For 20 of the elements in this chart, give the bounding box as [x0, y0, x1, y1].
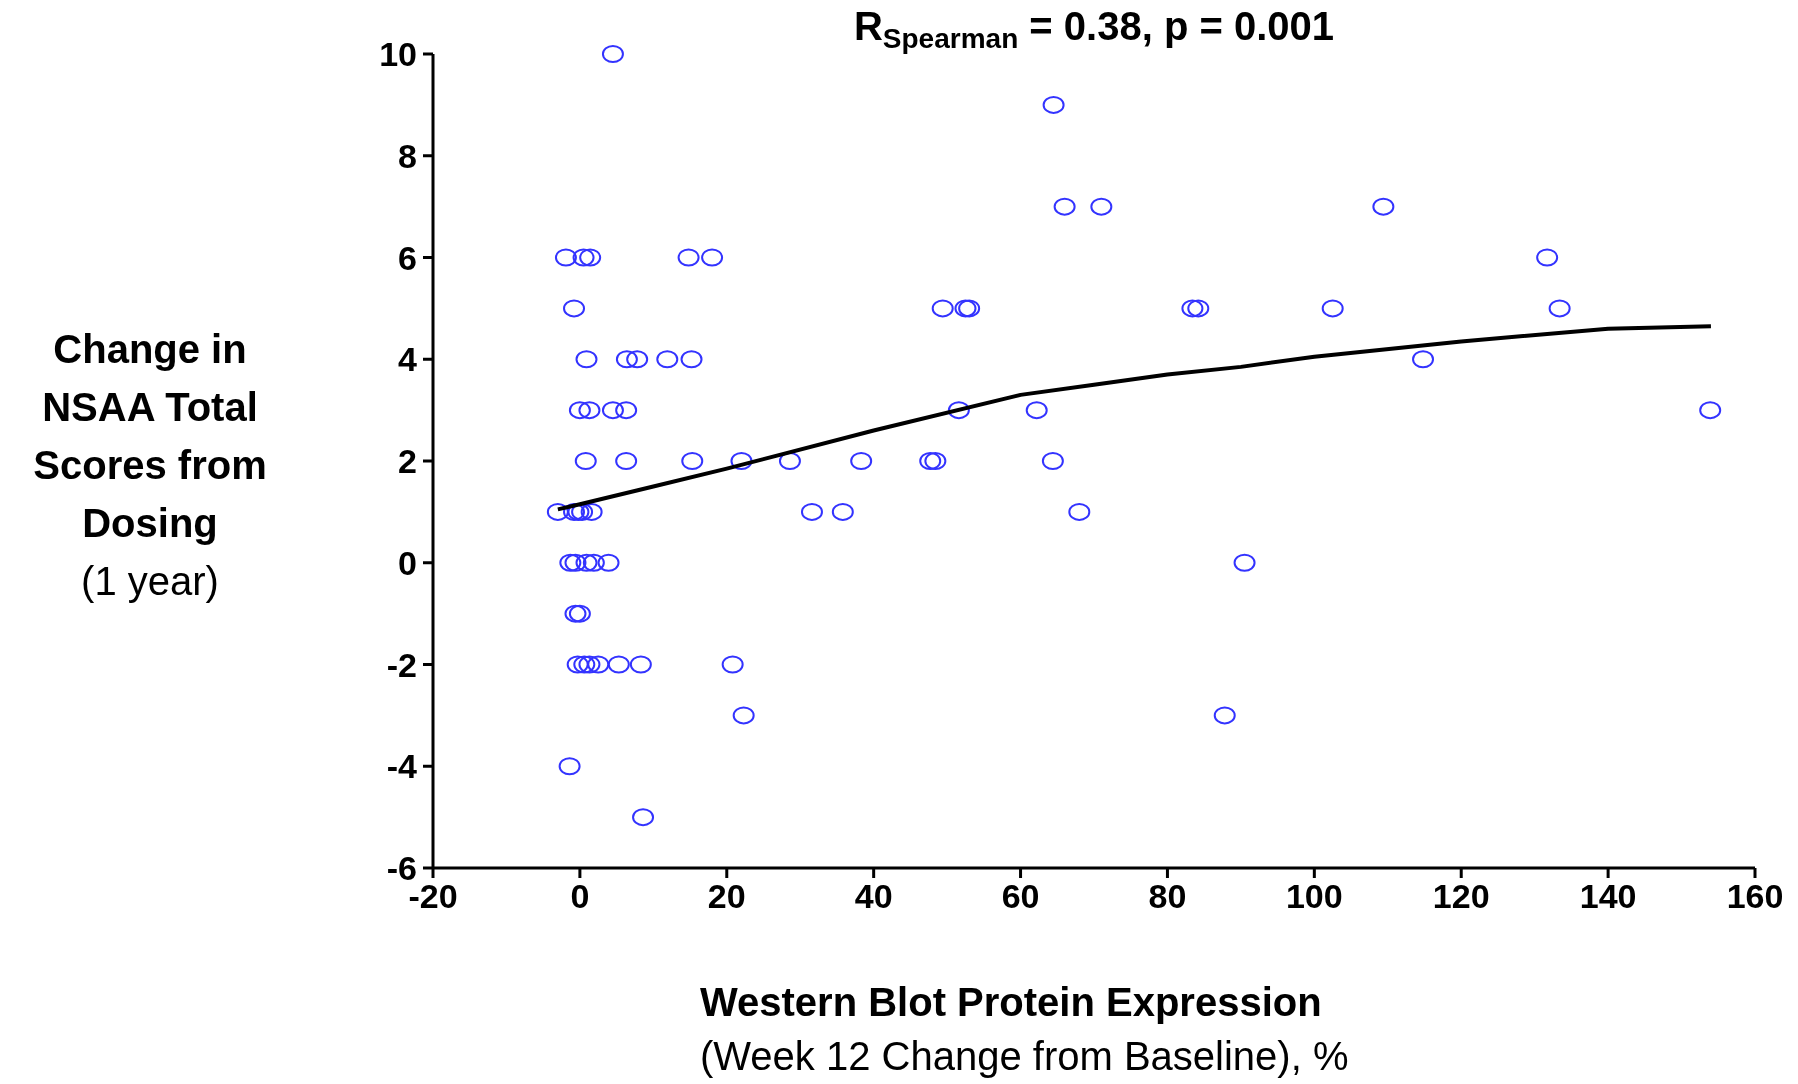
- y-axis-title: Change in NSAA Total Scores from Dosing (1 year): [32, 326, 268, 605]
- x-tick-label: 120: [1432, 877, 1490, 916]
- y-tick-label: 2: [398, 442, 417, 481]
- x-tick-label: 160: [1726, 877, 1784, 916]
- y-tick-label: -2: [386, 645, 417, 684]
- y-tick-label: 0: [398, 543, 417, 582]
- chart-title: R$_{Spearman}$ = 0.38, p = 0.001: [853, 4, 1335, 55]
- y-tick-label: 6: [398, 238, 417, 277]
- x-tick-label: 80: [1148, 877, 1187, 916]
- y-tick-label: 4: [398, 340, 418, 379]
- x-tick-label: 0: [570, 877, 590, 916]
- x-tick-label: 60: [1001, 877, 1040, 916]
- y-tick-label: 8: [398, 136, 417, 175]
- x-axis-title: Western Blot Protein Expression (Week 12 Change from Baseline), %: [700, 979, 1350, 1080]
- y-tick-label: -4: [386, 747, 418, 786]
- y-tick-label: 10: [379, 35, 417, 74]
- x-tick-label: 20: [707, 877, 746, 916]
- x-tick-label: 140: [1579, 877, 1637, 916]
- x-tick-label: 40: [854, 877, 893, 916]
- x-tick-label: 100: [1285, 877, 1343, 916]
